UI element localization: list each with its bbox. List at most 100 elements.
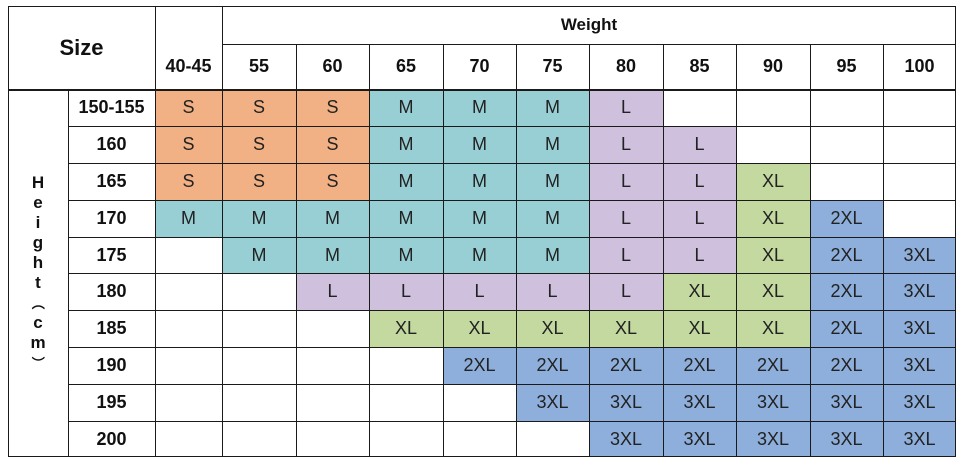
height-axis-title-char: ）	[30, 356, 46, 370]
height-row-label: 195	[96, 392, 127, 412]
size-cell: L	[296, 273, 369, 310]
size-cell: 3XL	[883, 273, 956, 310]
height-axis-title-char: （	[30, 296, 46, 310]
height-row-label: 175	[96, 244, 127, 265]
empty-cell	[883, 200, 956, 237]
height-row-label: 200	[96, 428, 127, 449]
height-row-label: 165	[96, 171, 127, 191]
grid-line	[810, 44, 811, 457]
size-cell: L	[589, 126, 663, 163]
size-cell: 3XL	[883, 310, 956, 347]
size-cell: XL	[589, 310, 663, 347]
size-cell: 2XL	[810, 310, 883, 347]
size-cell: M	[369, 163, 443, 200]
size-cell: XL	[663, 310, 736, 347]
size-cell: 2XL	[443, 347, 516, 384]
grid-line	[296, 44, 297, 457]
empty-cell	[155, 421, 222, 457]
size-cell: 3XL	[589, 384, 663, 421]
grid-line	[443, 44, 444, 457]
size-cell: M	[369, 89, 443, 126]
size-cell: 3XL	[810, 421, 883, 457]
height-axis-title-char: g	[32, 233, 44, 252]
empty-cell	[155, 310, 222, 347]
grid-line	[222, 6, 223, 89]
size-cell: XL	[736, 273, 810, 310]
size-cell: 2XL	[810, 347, 883, 384]
size-cell: 3XL	[516, 384, 589, 421]
empty-cell	[155, 273, 222, 310]
size-cell: M	[443, 200, 516, 237]
size-cell: XL	[736, 163, 810, 200]
weight-header-cell: 75	[542, 56, 563, 76]
size-cell: L	[589, 163, 663, 200]
weight-header-cell: 40-45	[165, 56, 212, 76]
size-cell: M	[296, 237, 369, 273]
grid-line	[8, 89, 956, 91]
size-cell: S	[155, 126, 222, 163]
grid-line	[68, 273, 956, 274]
size-cell: 3XL	[663, 384, 736, 421]
size-cell: S	[222, 89, 296, 126]
weight-header-cell: 60	[322, 56, 343, 76]
empty-cell	[155, 347, 222, 384]
empty-cell	[296, 421, 369, 457]
height-axis-title-char: m	[30, 333, 46, 352]
size-cell: XL	[736, 200, 810, 237]
size-cell: L	[663, 200, 736, 237]
empty-cell	[296, 310, 369, 347]
empty-cell	[810, 89, 883, 126]
size-cell: 2XL	[589, 347, 663, 384]
table-border	[955, 6, 956, 457]
size-cell: L	[589, 89, 663, 126]
size-cell: 2XL	[810, 237, 883, 273]
grid-line	[589, 44, 590, 457]
empty-cell	[369, 347, 443, 384]
size-cell: XL	[443, 310, 516, 347]
height-axis-title-char: c	[33, 313, 43, 332]
weight-header-cell: 90	[762, 56, 784, 76]
size-cell: L	[369, 273, 443, 310]
size-cell: XL	[736, 237, 810, 273]
size-cell: M	[155, 200, 222, 237]
size-cell: XL	[369, 310, 443, 347]
size-cell: M	[369, 126, 443, 163]
size-cell: M	[443, 237, 516, 273]
size-cell: L	[589, 200, 663, 237]
empty-cell	[296, 384, 369, 421]
height-axis-title-char: t	[35, 273, 41, 292]
grid-line	[68, 384, 956, 385]
grid-line	[68, 163, 956, 164]
size-cell: M	[516, 200, 589, 237]
size-cell: M	[296, 200, 369, 237]
size-cell: M	[443, 89, 516, 126]
grid-line	[516, 44, 517, 457]
weight-header-cell: 95	[836, 56, 857, 76]
size-cell: 2XL	[810, 200, 883, 237]
empty-cell	[663, 89, 736, 126]
table-border	[8, 6, 956, 7]
size-cell: 2XL	[516, 347, 589, 384]
size-cell: L	[589, 237, 663, 273]
weight-header-cell: 65	[395, 56, 417, 76]
empty-cell	[369, 384, 443, 421]
size-cell: M	[516, 89, 589, 126]
grid-line	[68, 126, 956, 127]
grid-line	[736, 44, 737, 457]
empty-cell	[155, 237, 222, 273]
grid-line	[68, 421, 956, 422]
height-row-label: 190	[96, 355, 127, 375]
size-cell: M	[516, 237, 589, 273]
size-cell: S	[296, 163, 369, 200]
empty-cell	[155, 384, 222, 421]
empty-cell	[296, 347, 369, 384]
grid-line	[68, 347, 956, 348]
size-cell: M	[222, 200, 296, 237]
size-cell: L	[663, 126, 736, 163]
empty-cell	[222, 310, 296, 347]
size-cell: 3XL	[883, 347, 956, 384]
size-cell: L	[663, 237, 736, 273]
weight-axis-title: Weight	[560, 15, 618, 34]
